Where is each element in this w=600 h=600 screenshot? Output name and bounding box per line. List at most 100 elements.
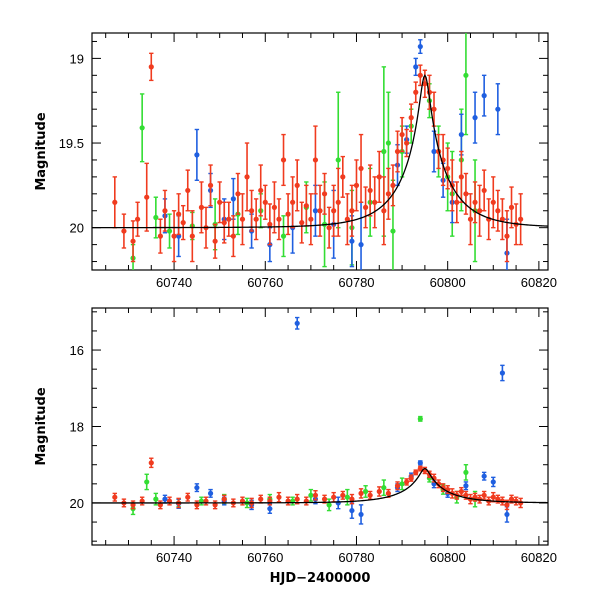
green-series	[130, 415, 478, 516]
data-point	[112, 199, 118, 205]
data-point	[353, 182, 360, 188]
data-point	[344, 494, 350, 500]
plot-frame	[91, 32, 549, 271]
data-point	[349, 507, 355, 514]
data-point	[249, 208, 255, 214]
data-point	[495, 106, 501, 112]
data-point	[221, 496, 227, 502]
data-point	[144, 479, 150, 485]
data-point	[472, 199, 478, 205]
data-point	[381, 485, 387, 491]
data-point	[467, 216, 474, 222]
data-point	[385, 140, 391, 146]
data-point	[463, 191, 469, 197]
green-series	[130, 33, 478, 270]
data-point	[417, 460, 423, 466]
y-tick-label: 20	[70, 496, 84, 511]
data-point	[335, 199, 341, 205]
data-point	[408, 475, 414, 481]
data-point	[212, 238, 218, 244]
data-point	[413, 469, 419, 475]
data-point	[194, 152, 200, 158]
model-curve	[92, 467, 548, 504]
data-point	[162, 496, 168, 502]
data-point	[253, 216, 259, 222]
data-point	[340, 492, 346, 498]
data-point	[385, 191, 391, 197]
data-point	[445, 165, 451, 172]
plot-frame	[91, 307, 549, 546]
data-point	[262, 199, 268, 205]
y-axis-label: Magnitude	[34, 387, 49, 466]
data-layer	[92, 316, 548, 525]
data-point	[518, 500, 524, 506]
data-point	[294, 182, 300, 188]
data-point	[112, 494, 118, 500]
red-series	[112, 457, 524, 511]
data-point	[294, 320, 300, 326]
data-point	[312, 208, 319, 214]
model-curve	[92, 74, 548, 229]
data-point	[490, 479, 496, 485]
data-point	[490, 494, 496, 500]
data-point	[217, 199, 223, 205]
data-point	[312, 492, 319, 498]
data-point	[499, 216, 505, 222]
data-point	[244, 174, 250, 180]
data-point	[239, 216, 246, 222]
data-point	[490, 199, 496, 205]
data-point	[417, 416, 423, 422]
data-point	[303, 203, 309, 209]
data-point	[212, 502, 218, 508]
data-point	[344, 216, 350, 222]
data-point	[458, 174, 464, 180]
data-point	[495, 208, 501, 214]
data-point	[417, 72, 423, 78]
y-tick-label: 20	[70, 221, 84, 236]
data-point	[458, 131, 464, 138]
data-point	[157, 233, 163, 239]
data-point	[413, 89, 419, 95]
data-point	[153, 496, 159, 502]
data-point	[349, 238, 355, 244]
data-point	[185, 187, 191, 194]
data-point	[148, 64, 154, 70]
data-point	[499, 370, 505, 376]
x-tick-label: 60800	[430, 275, 466, 290]
data-point	[472, 115, 478, 121]
data-point	[230, 233, 236, 239]
data-point	[221, 220, 227, 226]
data-point	[413, 64, 419, 70]
data-point	[358, 511, 364, 518]
y-tick-label: 19	[70, 51, 84, 66]
data-point	[194, 485, 200, 491]
data-point	[326, 502, 332, 508]
data-point	[267, 221, 273, 227]
data-point	[390, 182, 396, 188]
top-panel: 60740 60760 60780 60800 60820 19 19.5 20 Magnitu…	[34, 32, 557, 290]
data-point	[226, 216, 232, 222]
y-tick-label: 18	[70, 420, 84, 435]
data-point	[394, 148, 401, 155]
data-point	[508, 496, 515, 502]
data-point	[207, 182, 214, 188]
data-point	[280, 157, 287, 163]
x-tick-label: 60740	[156, 550, 192, 565]
data-point	[321, 191, 328, 197]
data-point	[235, 191, 241, 197]
data-point	[518, 216, 524, 222]
data-point	[376, 174, 382, 180]
data-point	[463, 469, 469, 475]
x-tick-label: 60780	[338, 275, 374, 290]
x-axis-label: HJD−2400000	[270, 571, 371, 586]
data-point	[148, 460, 154, 466]
data-point	[130, 238, 136, 244]
bottom-panel: 60740 60760 60780 60800 60820 16 18 20 Magnitude	[34, 307, 557, 565]
data-point	[417, 465, 423, 472]
data-point	[121, 228, 127, 234]
data-point	[477, 208, 483, 214]
data-point	[381, 208, 387, 214]
data-point	[180, 220, 186, 226]
data-point	[162, 208, 168, 214]
